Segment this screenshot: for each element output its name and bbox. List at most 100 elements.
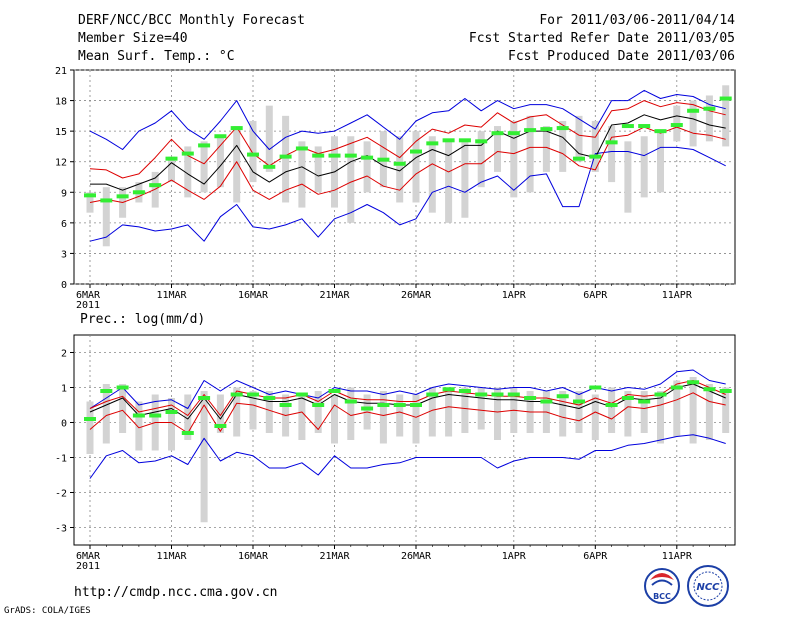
ensemble-bar xyxy=(265,105,273,172)
member-size: Member Size=40 xyxy=(78,31,188,46)
x-tick-label: 26MAR xyxy=(401,551,432,562)
blue-lower-line xyxy=(89,434,726,479)
green-marker xyxy=(198,143,211,148)
green-marker xyxy=(279,154,292,159)
green-marker xyxy=(149,413,162,418)
x-tick-label: 1APR xyxy=(502,551,527,562)
temperature-chart: 0 3 6 9 12 15 18 21 6MAR 11MAR 16MAR 21MAR 26MAR 1APR… xyxy=(55,66,736,311)
green-marker xyxy=(165,410,178,414)
green-marker xyxy=(670,385,683,390)
x-tick-label: 11MAR xyxy=(156,551,187,562)
variable-label-temp: Mean Surf. Temp.: °C xyxy=(78,49,235,64)
ensemble-bar xyxy=(608,387,616,433)
green-marker xyxy=(165,156,178,161)
red-upper-line xyxy=(89,100,726,179)
green-marker xyxy=(100,198,113,203)
ensemble-bar xyxy=(314,391,322,433)
ensemble-bar xyxy=(428,136,436,213)
green-marker xyxy=(377,157,390,162)
blue-upper-line xyxy=(89,369,726,409)
ensemble-bar xyxy=(461,141,469,218)
x-tick-label: 6APR xyxy=(583,551,608,562)
green-marker xyxy=(214,424,227,428)
green-marker xyxy=(198,396,211,400)
green-marker xyxy=(621,124,634,129)
x-tick-label: 21MAR xyxy=(319,551,350,562)
ensemble-bar xyxy=(200,391,208,523)
variable-label-prec: Prec.: log(mm/d) xyxy=(80,312,205,327)
green-marker xyxy=(426,392,439,397)
green-marker xyxy=(84,417,96,421)
ensemble-bar xyxy=(494,126,501,172)
green-marker xyxy=(361,155,374,160)
green-marker xyxy=(589,154,602,159)
green-marker xyxy=(361,406,374,411)
x-tick-label: 11MAR xyxy=(156,290,187,301)
green-marker xyxy=(573,156,585,161)
green-marker xyxy=(621,396,634,400)
ensemble-bar xyxy=(494,387,501,440)
red-lower-line xyxy=(89,126,726,203)
ensemble-bar xyxy=(86,401,94,454)
green-marker xyxy=(524,128,537,133)
ensemble-bar xyxy=(461,387,469,433)
green-marker xyxy=(670,123,683,128)
ensemble-bar xyxy=(249,120,257,183)
ncc-logo: NCC xyxy=(687,565,729,607)
y-tick-label: -2 xyxy=(55,489,67,500)
green-marker xyxy=(573,399,585,404)
ensemble-bar xyxy=(233,126,241,203)
ensemble-bar xyxy=(168,156,175,183)
y-tick-label: 3 xyxy=(61,249,67,260)
green-marker xyxy=(703,106,716,111)
y-tick-label: 0 xyxy=(61,280,67,291)
ensemble-bar xyxy=(396,136,404,203)
green-marker xyxy=(605,403,618,407)
ensemble-bar xyxy=(575,391,583,433)
green-marker xyxy=(540,127,553,132)
ensemble-bar xyxy=(233,387,241,437)
y-tick-label: 9 xyxy=(61,188,67,199)
ensemble-bar xyxy=(640,391,648,433)
x-tick-label: 16MAR xyxy=(238,551,269,562)
ensemble-bar xyxy=(657,131,664,193)
green-marker xyxy=(410,403,422,407)
ensemble-bar xyxy=(608,126,616,183)
ensemble-bar xyxy=(559,391,567,437)
green-marker xyxy=(410,149,422,154)
svg-text:BCC: BCC xyxy=(653,592,671,601)
ensemble-bar xyxy=(559,120,567,172)
blue-lower-line xyxy=(89,146,726,242)
ensemble-bar xyxy=(477,387,485,430)
ensemble-bar xyxy=(477,131,485,188)
y-tick-label: 15 xyxy=(55,127,67,138)
ensemble-bar xyxy=(526,115,534,193)
footer-url[interactable]: http://cmdp.ncc.cma.gov.cn xyxy=(74,585,278,600)
forecast-range: For 2011/03/06-2011/04/14 xyxy=(539,13,735,28)
green-marker xyxy=(507,131,520,136)
produced-date: Fcst Produced Date 2011/03/06 xyxy=(508,49,735,64)
ensemble-bar xyxy=(363,141,371,193)
y-tick-label: 21 xyxy=(55,66,67,77)
ensemble-bar xyxy=(379,391,387,444)
ensemble-bar xyxy=(445,141,453,223)
y-tick-label: 12 xyxy=(55,158,67,169)
x-tick-label: 16MAR xyxy=(238,290,269,301)
ensemble-bar xyxy=(510,120,518,198)
ensemble-bar xyxy=(396,394,404,437)
ensemble-bar xyxy=(298,141,306,208)
green-marker xyxy=(491,131,504,136)
green-marker xyxy=(605,140,618,145)
green-marker xyxy=(263,164,276,169)
ensemble-bar xyxy=(591,120,599,172)
ensemble-bar xyxy=(412,131,420,203)
ensemble-bar xyxy=(135,401,143,451)
green-marker xyxy=(84,193,96,198)
green-marker xyxy=(719,96,732,101)
green-marker xyxy=(654,392,667,397)
ensemble-bar xyxy=(624,141,632,213)
ensemble-bar xyxy=(265,391,273,433)
grads-credit: GrADS: COLA/IGES xyxy=(4,606,91,616)
x-tick-label: 21MAR xyxy=(319,290,350,301)
